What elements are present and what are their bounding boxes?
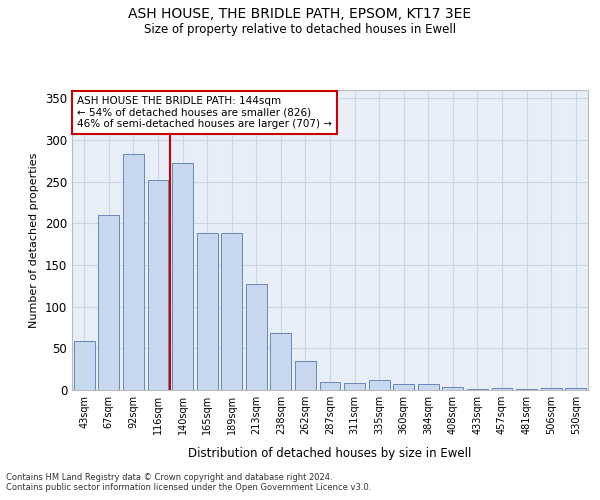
Bar [516, 389, 537, 390]
Bar [393, 384, 414, 390]
Bar [295, 361, 316, 390]
Bar [344, 382, 365, 390]
Text: ASH HOUSE THE BRIDLE PATH: 144sqm
← 54% of detached houses are smaller (826)
46%: ASH HOUSE THE BRIDLE PATH: 144sqm ← 54% … [77, 96, 332, 129]
Bar [541, 388, 562, 390]
Bar [418, 384, 439, 390]
Text: ASH HOUSE, THE BRIDLE PATH, EPSOM, KT17 3EE: ASH HOUSE, THE BRIDLE PATH, EPSOM, KT17 … [128, 8, 472, 22]
Bar [467, 389, 488, 390]
Y-axis label: Number of detached properties: Number of detached properties [29, 152, 40, 328]
Bar [98, 215, 119, 390]
Bar [221, 234, 242, 390]
Bar [320, 382, 340, 390]
Bar [148, 180, 169, 390]
Bar [172, 164, 193, 390]
Bar [565, 388, 586, 390]
Text: Contains HM Land Registry data © Crown copyright and database right 2024.: Contains HM Land Registry data © Crown c… [6, 472, 332, 482]
Text: Contains public sector information licensed under the Open Government Licence v3: Contains public sector information licen… [6, 482, 371, 492]
Bar [368, 380, 389, 390]
Bar [246, 284, 267, 390]
Bar [74, 341, 95, 390]
Text: Size of property relative to detached houses in Ewell: Size of property relative to detached ho… [144, 22, 456, 36]
Bar [442, 386, 463, 390]
Bar [197, 234, 218, 390]
Text: Distribution of detached houses by size in Ewell: Distribution of detached houses by size … [188, 448, 472, 460]
Bar [491, 388, 512, 390]
Bar [271, 334, 292, 390]
Bar [123, 154, 144, 390]
